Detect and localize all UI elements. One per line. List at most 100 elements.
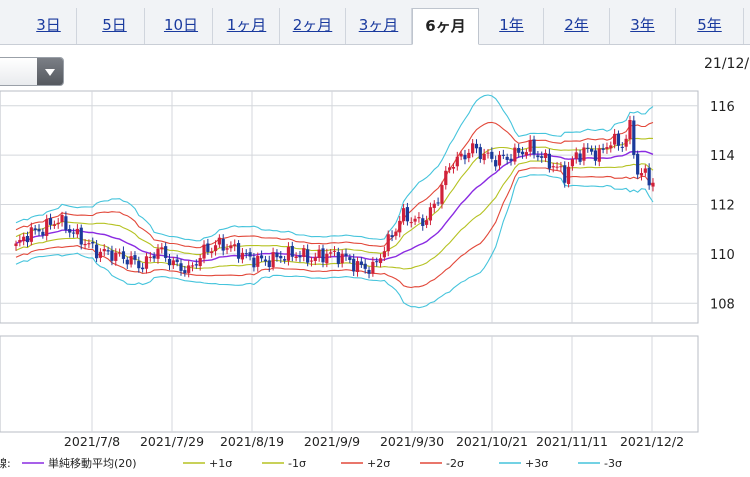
- legend-label-1: +1σ: [209, 457, 232, 470]
- candle-body: [471, 143, 475, 154]
- candle-body: [605, 147, 609, 150]
- candle: [582, 143, 586, 166]
- candle: [294, 252, 298, 262]
- candle-body: [459, 153, 463, 157]
- candle-body: [33, 228, 37, 231]
- candle: [543, 149, 548, 163]
- candle: [60, 211, 64, 227]
- candle: [286, 242, 291, 266]
- candle: [171, 257, 175, 269]
- indicator-select[interactable]: [0, 57, 64, 86]
- candle: [183, 265, 187, 277]
- candle-body: [555, 166, 559, 168]
- candle: [190, 262, 195, 272]
- candle-body: [624, 138, 628, 147]
- candle-body: [355, 261, 360, 272]
- candle: [639, 168, 644, 181]
- tab-1-year[interactable]: 1年: [480, 8, 544, 44]
- candle-body: [394, 231, 398, 236]
- tab-2-months[interactable]: 2ヶ月: [280, 8, 346, 44]
- candle: [137, 256, 141, 273]
- candle: [317, 244, 321, 262]
- x-axis-ticks: 2021/7/8 2021/7/29 2021/8/19 2021/9/9 2021/9…: [64, 434, 684, 449]
- candle-body: [636, 153, 640, 175]
- candle: [114, 248, 118, 266]
- candle: [609, 141, 613, 153]
- chevron-down-icon[interactable]: [37, 58, 63, 85]
- candle: [413, 215, 417, 226]
- candle-body: [160, 247, 164, 250]
- candle: [417, 212, 421, 223]
- candle-body: [467, 152, 471, 159]
- candle-body: [68, 229, 72, 233]
- candle: [593, 145, 598, 166]
- candle-body: [206, 243, 210, 252]
- candle: [321, 244, 325, 268]
- candle: [344, 248, 348, 261]
- candle-body: [390, 235, 394, 238]
- candle-body: [417, 217, 421, 219]
- candle-body: [106, 250, 110, 252]
- candle-body: [294, 256, 298, 258]
- candle-body: [509, 158, 513, 161]
- candle: [194, 259, 198, 269]
- tab-3-years[interactable]: 3年: [610, 8, 676, 44]
- x-tick-label-4: 2021/9/30: [380, 434, 444, 449]
- candle-body: [359, 261, 363, 265]
- candle-body: [41, 231, 45, 236]
- candle-body: [217, 237, 221, 245]
- candle-body: [352, 258, 356, 272]
- candle-body: [290, 245, 294, 257]
- candle-body: [329, 252, 333, 254]
- tab-6-months[interactable]: 6ヶ月: [412, 8, 479, 45]
- candle: [263, 255, 268, 266]
- tab-1-month[interactable]: 1ヶ月: [214, 8, 280, 44]
- candle: [382, 246, 386, 261]
- candle-body: [616, 133, 621, 146]
- candle: [632, 115, 636, 159]
- candle: [22, 232, 26, 246]
- candlesticks: [14, 115, 655, 279]
- candle-body: [133, 255, 137, 260]
- candle-body: [520, 151, 525, 155]
- candle-body: [590, 148, 594, 152]
- tab-5-days[interactable]: 5日: [85, 8, 145, 44]
- candle: [540, 151, 544, 163]
- candle-body: [628, 120, 632, 140]
- candle-body: [517, 147, 521, 153]
- plus-3-sigma-line: [15, 94, 654, 242]
- candle-body: [593, 150, 598, 161]
- candle-body: [302, 248, 306, 257]
- candle: [68, 224, 72, 238]
- candle-body: [179, 263, 183, 271]
- candle: [613, 128, 617, 149]
- candle-body: [478, 147, 482, 160]
- candle: [555, 161, 559, 171]
- candle: [229, 241, 233, 252]
- candle: [102, 244, 106, 257]
- candle-body: [37, 229, 41, 232]
- candle: [37, 224, 41, 237]
- tab-3-months[interactable]: 3ヶ月: [346, 8, 412, 44]
- tab-10-days[interactable]: 10日: [150, 8, 213, 44]
- tab-2-years[interactable]: 2年: [544, 8, 610, 44]
- tab-5-years[interactable]: 5年: [676, 8, 744, 44]
- candle: [528, 135, 532, 157]
- legend-label-0: 単純移動平均(20): [48, 456, 137, 470]
- legend-label-2: -1σ: [288, 457, 306, 470]
- candle-body: [18, 239, 22, 243]
- candle: [83, 239, 87, 250]
- candle: [624, 134, 628, 151]
- candle-body: [413, 218, 417, 222]
- candle-body: [29, 227, 33, 242]
- candle-body: [152, 255, 156, 259]
- candle: [18, 235, 22, 247]
- candle: [71, 228, 76, 238]
- candle-body: [256, 255, 260, 267]
- candle: [14, 240, 18, 251]
- candle: [133, 251, 137, 265]
- candle: [601, 143, 605, 154]
- tab-3-days[interactable]: 3日: [21, 8, 77, 44]
- candle: [91, 237, 95, 249]
- candle-body: [639, 173, 644, 176]
